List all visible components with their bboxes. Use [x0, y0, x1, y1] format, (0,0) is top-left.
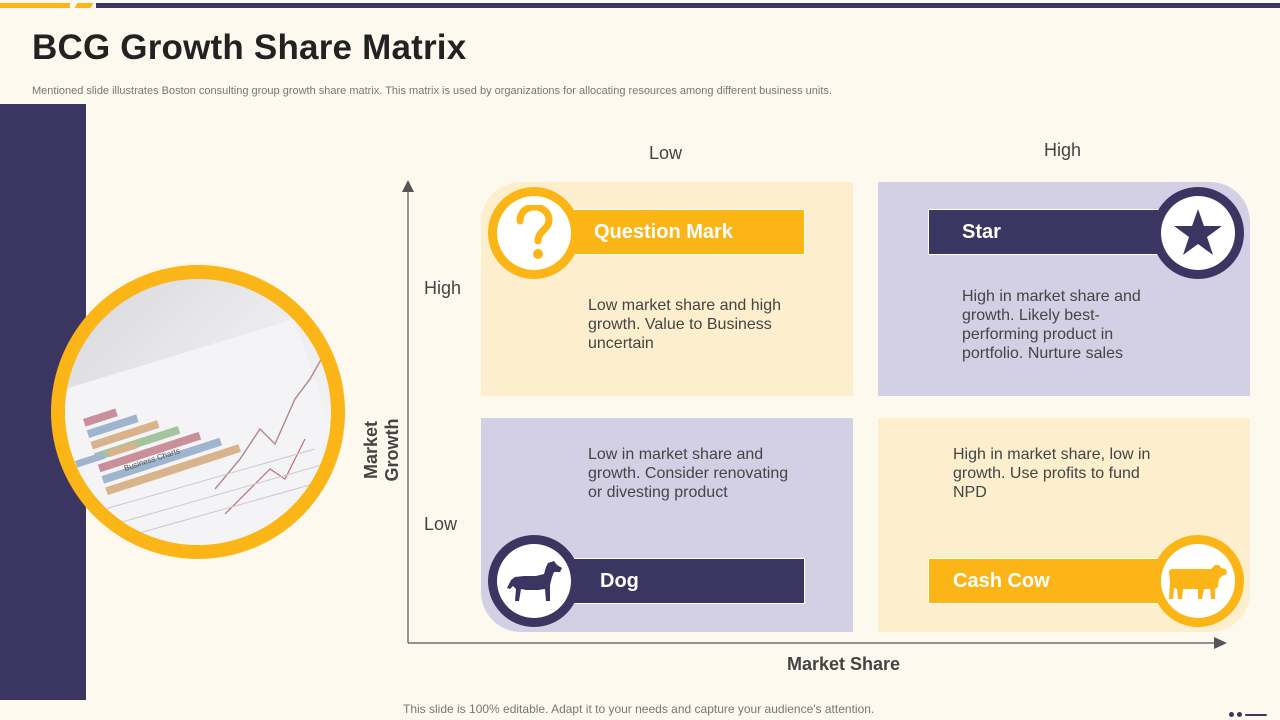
dog-description: Low in market share and growth. Consider… [588, 446, 789, 501]
cash-cow-label: Cash Cow [953, 569, 1050, 592]
question-mark-description: Low market share and high growth. Value … [588, 297, 781, 352]
col-label-high: High [1044, 140, 1082, 160]
row-label-high: High [424, 278, 462, 298]
cash-cow-description: High in market share, low in growth. Use… [953, 446, 1151, 501]
photo-frame: Business Charts [51, 265, 345, 559]
row-label-low: Low [424, 514, 458, 534]
question-mark-label: Question Mark [594, 220, 733, 243]
question-mark-banner: Question Mark [560, 209, 805, 255]
x-axis-title: Market Share [787, 654, 901, 674]
star-badge [1152, 187, 1244, 279]
dog-label: Dog [600, 569, 639, 592]
dog-badge [488, 535, 580, 627]
question-icon [516, 205, 553, 259]
top-accent-bar [0, 0, 1280, 9]
cash-cow-banner: Cash Cow [928, 558, 1173, 604]
dog-banner: Dog [560, 558, 805, 604]
page-subtitle: Mentioned slide illustrates Boston consu… [32, 85, 832, 97]
col-label-low: Low [649, 143, 683, 163]
page-title: BCG Growth Share Matrix [32, 28, 467, 67]
star-icon [1174, 209, 1222, 255]
cash-cow-badge [1152, 535, 1244, 627]
star-description: High in market share and growth. Likely … [962, 288, 1141, 362]
star-banner: Star [928, 209, 1173, 255]
cow-icon [1169, 565, 1227, 599]
y-axis-arrow [402, 180, 414, 192]
dog-icon [507, 561, 562, 601]
top-accent-navy [96, 3, 1280, 8]
star-label: Star [962, 220, 1001, 243]
y-axis-title: Market Growth [361, 418, 402, 482]
slide-indicator [1229, 712, 1267, 717]
footer-note: This slide is 100% editable. Adapt it to… [403, 702, 875, 716]
top-accent-gold [0, 3, 70, 8]
business-charts-photo: Business Charts [65, 279, 331, 545]
question-mark-badge [488, 187, 580, 279]
x-axis-arrow [1214, 637, 1227, 649]
